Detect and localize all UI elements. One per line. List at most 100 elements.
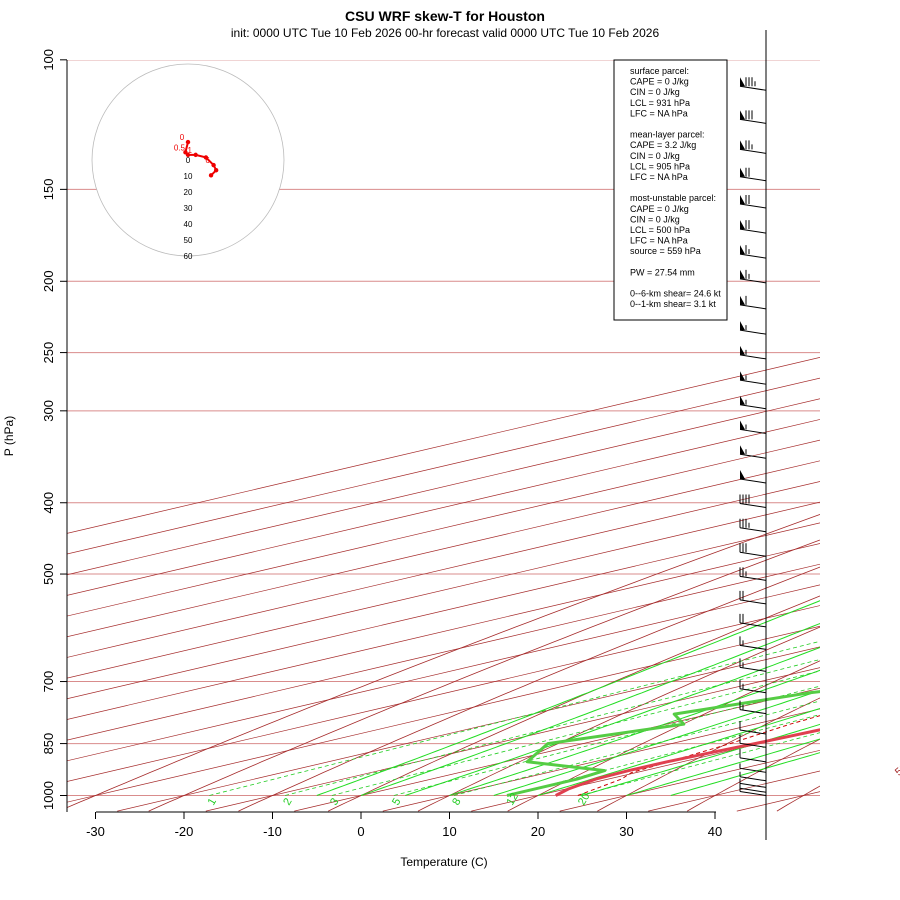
y-tick-label: 150 (41, 179, 56, 201)
y-tick-label: 300 (41, 400, 56, 422)
hodograph: 0 10 20 30 40 50 60 00.5 1 6 (91, 63, 285, 261)
moist-adiabat-line (582, 723, 820, 796)
x-tick-label: 10 (442, 824, 456, 839)
barb-staff (739, 478, 767, 484)
barb-pennant (740, 420, 745, 430)
barb-staff (739, 228, 767, 234)
barb-staff (739, 278, 767, 284)
wind-barb (739, 167, 767, 182)
barb-staff (739, 622, 767, 628)
barb-staff (739, 118, 767, 124)
isotherm-line (205, 667, 820, 812)
moist-adiabat-line (316, 600, 820, 796)
axes: -30 -20 -10 0 10 20 30 401000850700500400300250… (41, 49, 722, 839)
barb-pennant (740, 395, 745, 405)
barb-staff (739, 709, 767, 715)
isotherm-line (67, 398, 820, 576)
y-tick-label: 100 (41, 49, 56, 71)
line-labels: -1001020304050123581220 (206, 762, 900, 808)
info-line: mean-layer parcel: (630, 130, 705, 140)
info-line: PW = 27.54 mm (630, 267, 695, 277)
x-tick-label: 0 (357, 824, 364, 839)
wind-barb (739, 636, 767, 650)
mixing-ratio-label: 8 (450, 796, 463, 807)
isotherm-line (559, 749, 820, 812)
barb-pennant (740, 220, 745, 230)
wind-barb (739, 269, 767, 284)
chart-subtitle: init: 0000 UTC Tue 10 Feb 2026 00-hr for… (231, 26, 660, 40)
dry-adiabat-line (597, 697, 820, 812)
y-tick-label: 250 (41, 342, 56, 364)
wind-barb (739, 613, 767, 628)
y-tick-label: 400 (41, 492, 56, 514)
barb-staff (739, 599, 767, 605)
info-line: surface parcel: (630, 66, 689, 76)
wind-barb (739, 321, 767, 335)
hodograph-point (213, 168, 219, 173)
info-line: LCL = 905 hPa (630, 161, 690, 171)
wind-barb (739, 245, 767, 259)
barb-staff (739, 742, 767, 748)
wind-barb (739, 543, 767, 557)
wind-barb (739, 763, 767, 773)
parcel-trace (577, 715, 820, 796)
info-line: most-unstable parcel: (630, 193, 716, 203)
barb-pennant (740, 345, 745, 355)
wind-barb (739, 395, 767, 410)
isotherm-line (67, 584, 820, 762)
barb-staff (739, 253, 767, 259)
info-line: LFC = NA hPa (630, 108, 688, 118)
info-line: CAPE = 0 J/kg (630, 77, 689, 87)
isotherm-lines (67, 357, 820, 812)
wind-barb (739, 445, 767, 459)
info-line: 0--1-km shear= 3.1 kt (630, 299, 716, 309)
barb-staff (739, 787, 767, 793)
dry-adiabat-line (687, 738, 820, 812)
wind-barb (739, 295, 767, 310)
barb-pennant (740, 269, 745, 279)
barb-staff (739, 148, 767, 154)
mixing-ratio-line (209, 640, 820, 796)
isotherm-label: 50 (893, 762, 900, 779)
x-tick-label: 30 (619, 824, 633, 839)
hodograph-point (203, 155, 209, 160)
hodograph-point-label: 6 (205, 156, 210, 165)
barb-staff (739, 729, 767, 735)
mixing-ratio-line (393, 685, 820, 796)
hodograph-ring-label: 60 (184, 252, 193, 261)
x-tick-label: 40 (708, 824, 722, 839)
barb-staff (739, 304, 767, 310)
barb-staff (739, 791, 767, 796)
info-line: LCL = 500 hPa (630, 225, 690, 235)
hodograph-point-label: 0 (180, 133, 185, 142)
isotherm-line (294, 687, 820, 812)
info-line: CAPE = 3.2 J/kg (630, 140, 696, 150)
barb-staff (739, 404, 767, 410)
wind-barb (739, 420, 767, 434)
mixing-ratio-label: 3 (328, 796, 341, 807)
moist-adiabat-line (449, 669, 820, 796)
mixing-ratio-line (579, 732, 820, 796)
barb-staff (739, 176, 767, 182)
wind-barb (739, 679, 767, 694)
mixing-ratio-label: 5 (390, 796, 403, 807)
barb-staff (739, 329, 767, 335)
moist-adiabat-line (670, 752, 820, 796)
moist-adiabat-lines (316, 600, 820, 796)
dry-adiabat-line (67, 514, 820, 809)
chart-title: CSU WRF skew-T for Houston (345, 8, 545, 24)
hodograph-point (193, 152, 198, 158)
barb-pennant (740, 469, 745, 479)
info-line: source = 559 hPa (630, 246, 701, 256)
info-line: 0--6-km shear= 24.6 kt (630, 289, 721, 299)
barb-pennant (740, 140, 745, 150)
wind-barb (739, 77, 767, 91)
isotherm-line (67, 563, 820, 741)
wind-barb (739, 567, 767, 581)
hodograph-ring-label: 50 (184, 236, 193, 245)
wind-barb (739, 140, 767, 154)
info-line: CIN = 0 J/kg (630, 87, 680, 97)
barb-pennant (740, 445, 745, 455)
barb-staff (739, 666, 767, 672)
